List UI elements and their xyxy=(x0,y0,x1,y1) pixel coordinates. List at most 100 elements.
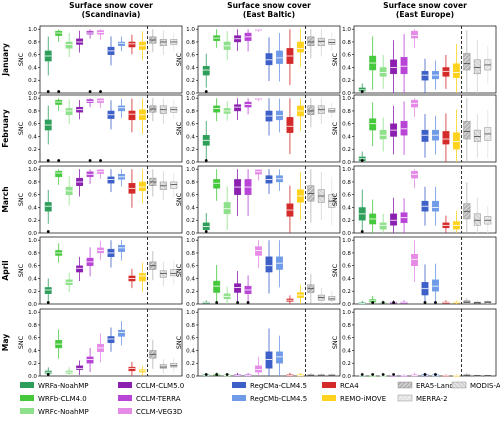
box-modis-aqua xyxy=(159,364,167,369)
y-tick-label: 0.4 xyxy=(186,348,195,354)
box-regcma-clm4-5 xyxy=(107,176,115,184)
panel-east-baltic-april: 0.0 0.2 0.4 0.6 0.8 1.0 SNC xyxy=(175,236,341,308)
y-tick-label: 0.2 xyxy=(28,361,37,367)
y-tick-label: 0.0 xyxy=(342,160,351,166)
box-wrfb-clm4-0 xyxy=(55,170,63,178)
y-tick-label: 0.8 xyxy=(342,251,351,257)
box-cclm-terra xyxy=(400,120,408,136)
box-remo-imove xyxy=(452,63,460,78)
y-axis-label: SNC xyxy=(17,263,25,277)
outlier-point xyxy=(381,301,385,304)
column-title-1-line-1: Surface snow cover xyxy=(69,1,153,10)
panel-east-baltic-january: 0.0 0.2 0.4 0.6 0.8 1.0 SNC xyxy=(175,25,341,97)
y-tick-label: 0.2 xyxy=(28,289,37,295)
legend-swatch xyxy=(397,394,413,402)
legend-swatch xyxy=(232,395,246,401)
box-rca4 xyxy=(442,67,450,77)
legend-item-wrfc-noahmp: WRFc-NoahMP xyxy=(20,408,89,416)
y-axis-label: SNC xyxy=(175,335,183,349)
row-title-may: May xyxy=(1,334,10,351)
legend-item-rca4: RCA4 xyxy=(322,382,359,390)
panel-frame xyxy=(353,25,497,94)
y-tick-label: 1.0 xyxy=(342,167,351,173)
y-tick-label: 1.0 xyxy=(28,310,37,316)
y-tick-label: 0.0 xyxy=(342,91,351,97)
box-modis-aqua xyxy=(473,213,481,226)
legend-item-regcmb-clm4-5: RegCMb-CLM4.5 xyxy=(232,395,307,403)
legend-swatch xyxy=(322,382,336,388)
outlier-point xyxy=(360,373,364,376)
y-tick-label: 0.8 xyxy=(28,40,37,46)
outlier-point xyxy=(360,159,364,162)
legend-swatch xyxy=(397,381,413,389)
legend-item-era5-land: ERA5-Land xyxy=(397,381,454,390)
y-tick-label: 0.0 xyxy=(186,160,195,166)
box-wrfa-noahmp xyxy=(202,65,210,76)
outlier-point xyxy=(46,301,50,304)
outlier-point xyxy=(57,159,61,162)
box-era5-land xyxy=(463,53,471,71)
box-rca4 xyxy=(442,131,450,145)
column-title-1-line-2: (Scandinavia) xyxy=(82,10,141,19)
y-tick-label: 0.8 xyxy=(28,180,37,186)
panel-frame xyxy=(197,94,341,163)
y-tick-label: 0.6 xyxy=(28,193,37,199)
y-tick-label: 0.4 xyxy=(342,205,351,211)
outlier-point xyxy=(423,301,427,304)
panel-frame xyxy=(39,165,183,234)
row-title-february: February xyxy=(1,109,10,147)
y-tick-label: 0.8 xyxy=(186,180,195,186)
box-wrfb-clm4-0 xyxy=(213,280,221,293)
y-tick-label: 0.0 xyxy=(28,374,37,380)
panel-east-europe-january: 0.0 0.2 0.4 0.6 0.8 1.0 SNC xyxy=(331,25,497,97)
legend: WRFa-NoahMP WRFb-CLM4.0 WRFc-NoahMP CCLM-CL… xyxy=(20,381,500,416)
outlier-point xyxy=(88,90,92,93)
outlier-point xyxy=(88,159,92,162)
y-tick-label: 0.8 xyxy=(186,251,195,257)
y-tick-label: 1.0 xyxy=(186,167,195,173)
box-wrfc-noahmp xyxy=(379,222,387,230)
y-tick-label: 0.0 xyxy=(342,374,351,380)
box-merra-2 xyxy=(170,363,178,368)
outlier-point xyxy=(99,90,102,93)
box-regcma-clm4-5 xyxy=(107,336,115,344)
y-tick-label: 0.2 xyxy=(28,78,37,84)
y-tick-label: 0.8 xyxy=(28,323,37,329)
panel-frame xyxy=(39,25,183,94)
legend-item-wrfa-noahmp: WRFa-NoahMP xyxy=(20,382,89,390)
box-rca4 xyxy=(128,110,136,121)
y-tick-label: 0.2 xyxy=(186,78,195,84)
panel-scandinavia-march: 0.0 0.2 0.4 0.6 0.8 1.0 SNC xyxy=(17,165,183,237)
panel-scandinavia-april: 0.0 0.2 0.4 0.6 0.8 1.0 SNC xyxy=(17,236,183,308)
y-tick-label: 0.8 xyxy=(342,323,351,329)
y-tick-label: 0.2 xyxy=(342,78,351,84)
column-title-3-line-2: (East Europe) xyxy=(396,10,454,19)
panel-frame xyxy=(39,94,183,163)
panel-frame xyxy=(197,165,341,234)
outlier-point xyxy=(434,373,437,376)
legend-swatch xyxy=(118,408,132,414)
box-modis-aqua xyxy=(317,37,325,46)
box-modis-aqua xyxy=(473,59,481,75)
outlier-point xyxy=(46,373,50,376)
box-merra-2 xyxy=(328,108,336,113)
box-rca4 xyxy=(128,41,136,48)
box-cclm-clm5-0 xyxy=(76,265,84,273)
box-regcmb-clm4-5 xyxy=(118,245,125,252)
legend-item-wrfb-clm4-0: WRFb-CLM4.0 xyxy=(20,395,87,403)
box-cclm-clm5-0 xyxy=(234,104,242,112)
y-axis-label: SNC xyxy=(331,121,339,135)
box-wrfb-clm4-0 xyxy=(213,179,221,189)
box-wrfa-noahmp xyxy=(44,202,52,212)
legend-swatch xyxy=(20,408,34,414)
box-regcmb-clm4-5 xyxy=(118,105,125,112)
box-wrfc-noahmp xyxy=(65,108,73,115)
y-tick-label: 0.4 xyxy=(186,65,195,71)
y-tick-label: 0.6 xyxy=(28,53,37,59)
box-remo-imove xyxy=(138,273,146,282)
panel-frame xyxy=(39,236,183,305)
y-tick-label: 0.8 xyxy=(186,109,195,115)
outlier-point xyxy=(371,301,375,304)
panel-frame xyxy=(39,308,183,377)
legend-label: ERA5-Land xyxy=(416,382,454,390)
